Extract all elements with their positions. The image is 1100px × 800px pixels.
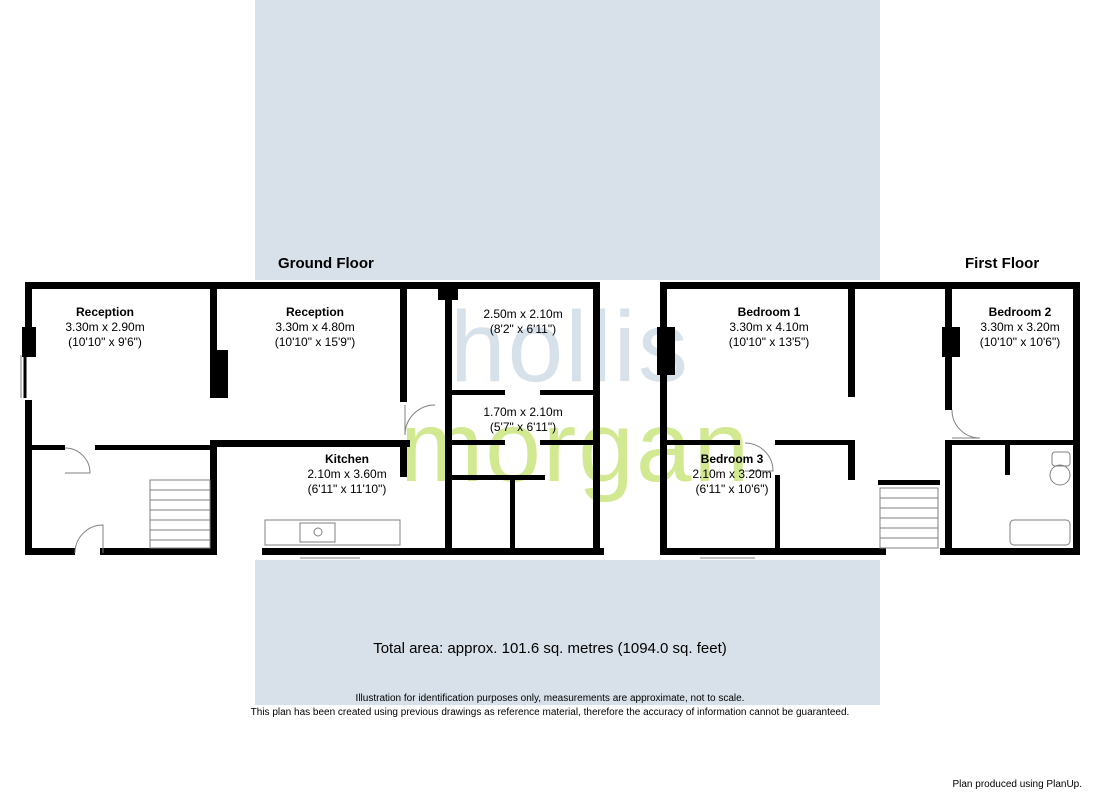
label-reception-b: Reception 3.30m x 4.80m (10'10" x 15'9") [255, 305, 375, 350]
disclaimer-text: Illustration for identification purposes… [0, 692, 1100, 719]
label-bedroom-3: Bedroom 3 2.10m x 3.20m (6'11" x 10'6") [672, 452, 792, 497]
label-kitchen: Kitchen 2.10m x 3.60m (6'11" x 11'10") [287, 452, 407, 497]
label-bedroom-2: Bedroom 2 3.30m x 3.20m (10'10" x 10'6") [960, 305, 1080, 350]
label-reception-a: Reception 3.30m x 2.90m (10'10" x 9'6") [45, 305, 165, 350]
label-bedroom-1: Bedroom 1 3.30m x 4.10m (10'10" x 13'5") [709, 305, 829, 350]
label-small-b: 1.70m x 2.10m (5'7" x 6'11") [463, 405, 583, 435]
floorplan-svg [0, 0, 1100, 800]
planup-credit: Plan produced using PlanUp. [952, 779, 1082, 790]
total-area-text: Total area: approx. 101.6 sq. metres (10… [0, 640, 1100, 657]
label-small-a: 2.50m x 2.10m (8'2" x 6'11") [463, 307, 583, 337]
